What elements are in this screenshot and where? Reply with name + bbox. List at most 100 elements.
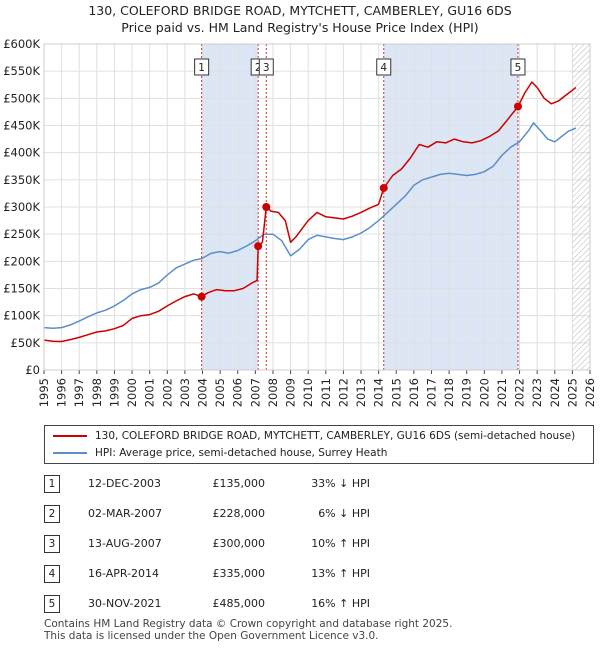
legend-item-hpi: HPI: Average price, semi-detached house,… bbox=[53, 445, 387, 461]
title-address: 130, COLEFORD BRIDGE ROAD, MYTCHETT, CAM… bbox=[88, 3, 512, 18]
hpi-series-line bbox=[43, 122, 577, 329]
footer: Contains HM Land Registry data © Crown c… bbox=[44, 618, 452, 642]
y-tick-label: £500K bbox=[3, 91, 40, 105]
sale-hpi-change: 16% ↑ HPI bbox=[311, 597, 370, 610]
x-tick-label: 2016 bbox=[407, 378, 421, 407]
sale-hpi-change: 13% ↑ HPI bbox=[311, 567, 370, 580]
x-tick-label: 2017 bbox=[424, 378, 438, 407]
sale-price: £135,000 bbox=[212, 477, 266, 490]
x-axis-ticks: 1995 1996 1997 1998 1999 2000 2001 2002 2003 2004… bbox=[37, 370, 597, 407]
sale-number-badge: 4 bbox=[44, 565, 60, 583]
sale-hpi-change: 6% ↓ HPI bbox=[318, 507, 370, 520]
sale-marker-box bbox=[376, 58, 392, 76]
x-tick-label: 2026 bbox=[583, 378, 597, 407]
x-tick-label: 1999 bbox=[107, 378, 121, 407]
y-tick-label: £50K bbox=[11, 336, 41, 350]
sale-marker-label: 3 bbox=[258, 58, 274, 76]
sale-point bbox=[197, 292, 206, 301]
sale-point bbox=[513, 102, 522, 111]
footer-licence: This data is licensed under the Open Gov… bbox=[44, 630, 379, 642]
x-tick-label: 2013 bbox=[354, 378, 368, 407]
y-tick-label: £0 bbox=[25, 363, 40, 377]
x-tick-label: 1995 bbox=[37, 378, 51, 407]
x-tick-label: 2004 bbox=[196, 378, 210, 407]
sale-date: 12-DEC-2003 bbox=[88, 477, 162, 490]
sale-row: 3 13-AUG-2007 £300,000 10% ↑ HPI bbox=[0, 535, 600, 555]
sale-marker-number: 5 bbox=[515, 62, 522, 74]
sale-marker-label: 4 bbox=[376, 58, 392, 76]
sale-marker-number: 2 bbox=[255, 62, 262, 74]
footer-copyright: Contains HM Land Registry data © Crown c… bbox=[44, 618, 453, 630]
sale-marker-number: 3 bbox=[263, 62, 270, 74]
sale-number-badge: 3 bbox=[44, 535, 60, 553]
sale-hpi-change: 10% ↑ HPI bbox=[311, 537, 370, 550]
x-tick-label: 1997 bbox=[72, 378, 86, 407]
future-hatch bbox=[572, 44, 590, 370]
sale-number-badge: 5 bbox=[44, 595, 60, 613]
series-lines bbox=[43, 81, 577, 343]
sale-price: £335,000 bbox=[212, 567, 266, 580]
sale-price: £228,000 bbox=[212, 507, 266, 520]
legend-label-hpi: HPI: Average price, semi-detached house,… bbox=[95, 447, 388, 459]
x-tick-label: 1996 bbox=[55, 378, 69, 407]
sale-point bbox=[254, 242, 263, 251]
x-tick-label: 2012 bbox=[336, 378, 350, 407]
x-tick-label: 2019 bbox=[460, 378, 474, 407]
x-tick-label: 2007 bbox=[248, 378, 262, 407]
x-tick-label: 2022 bbox=[513, 378, 527, 407]
sale-marker-label: 1 bbox=[194, 58, 210, 76]
x-tick-label: 2010 bbox=[301, 378, 315, 407]
sale-date: 16-APR-2014 bbox=[88, 567, 160, 580]
sale-point bbox=[379, 183, 388, 192]
plot-frame bbox=[43, 43, 591, 371]
y-axis-ticks: £0 £50K £100K £150K £200K £250K £300K £350K £400… bbox=[3, 37, 40, 377]
sale-row: 1 12-DEC-2003 £135,000 33% ↓ HPI bbox=[0, 475, 600, 495]
x-tick-label: 2021 bbox=[495, 378, 509, 407]
x-tick-label: 2009 bbox=[284, 378, 298, 407]
legend: 130, COLEFORD BRIDGE ROAD, MYTCHETT, CAM… bbox=[44, 425, 594, 464]
x-tick-label: 2006 bbox=[231, 378, 245, 407]
sale-date: 13-AUG-2007 bbox=[88, 537, 162, 550]
x-tick-label: 2003 bbox=[178, 378, 192, 407]
sale-row: 2 02-MAR-2007 £228,000 6% ↓ HPI bbox=[0, 505, 600, 525]
sale-point bbox=[262, 203, 271, 211]
x-tick-label: 2001 bbox=[143, 378, 157, 407]
x-tick-label: 2024 bbox=[548, 378, 562, 407]
x-tick-label: 2011 bbox=[319, 378, 333, 407]
future-hatch-area bbox=[572, 44, 590, 370]
x-tick-label: 2023 bbox=[530, 378, 544, 407]
y-tick-label: £100K bbox=[3, 309, 40, 323]
x-tick-label: 2020 bbox=[477, 378, 491, 407]
sale-marker-box bbox=[258, 58, 274, 76]
sale-price: £300,000 bbox=[212, 537, 266, 550]
sale-marker-number: 1 bbox=[198, 62, 205, 74]
title-subtitle: Price paid vs. HM Land Registry's House … bbox=[121, 20, 479, 35]
x-tick-label: 2008 bbox=[266, 378, 280, 407]
y-tick-label: £450K bbox=[3, 119, 40, 133]
legend-item-price: 130, COLEFORD BRIDGE ROAD, MYTCHETT, CAM… bbox=[53, 428, 575, 444]
sale-marker-box bbox=[194, 58, 210, 76]
y-tick-label: £250K bbox=[3, 227, 40, 241]
sale-marker-box bbox=[510, 58, 526, 76]
x-tick-label: 2005 bbox=[213, 378, 227, 407]
sale-points bbox=[197, 102, 522, 301]
sale-date: 02-MAR-2007 bbox=[88, 507, 163, 520]
y-tick-label: £350K bbox=[3, 173, 40, 187]
x-tick-label: 2025 bbox=[565, 378, 579, 407]
x-tick-label: 2018 bbox=[442, 378, 456, 407]
x-tick-label: 1998 bbox=[90, 378, 104, 407]
sale-number-badge: 1 bbox=[44, 475, 60, 493]
x-tick-label: 2015 bbox=[389, 378, 403, 407]
y-tick-label: £200K bbox=[3, 254, 40, 268]
y-tick-label: £400K bbox=[3, 146, 40, 160]
chart-title: 130, COLEFORD BRIDGE ROAD, MYTCHETT, CAM… bbox=[0, 2, 600, 36]
sale-marker-number: 4 bbox=[380, 62, 387, 74]
legend-label-price: 130, COLEFORD BRIDGE ROAD, MYTCHETT, CAM… bbox=[95, 430, 576, 442]
x-tick-label: 2014 bbox=[372, 378, 386, 407]
y-tick-label: £300K bbox=[3, 200, 40, 214]
sale-price: £485,000 bbox=[212, 597, 266, 610]
y-tick-label: £600K bbox=[3, 37, 40, 51]
sale-marker-label: 5 bbox=[510, 58, 526, 76]
